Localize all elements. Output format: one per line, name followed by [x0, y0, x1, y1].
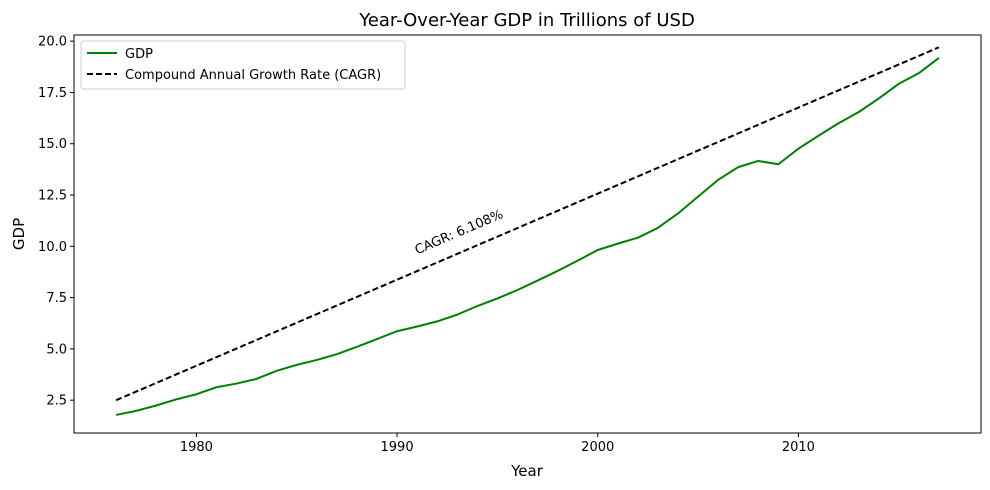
x-tick-label: 1990: [381, 440, 414, 455]
y-tick-label: 15.0: [38, 137, 67, 152]
cagr-annotation: CAGR: 6.108%: [413, 207, 506, 258]
x-tick-label: 2010: [782, 440, 815, 455]
y-tick-label: 2.5: [46, 394, 67, 409]
x-axis-ticks: 1980 1990 2000 2010: [180, 433, 815, 455]
gdp-line: [115, 57, 940, 416]
y-tick-label: 10.0: [38, 240, 67, 255]
y-tick-label: 5.0: [46, 342, 67, 357]
y-tick-label: 12.5: [38, 189, 67, 204]
y-tick-label: 20.0: [38, 35, 67, 50]
x-tick-label: 1980: [180, 440, 213, 455]
y-tick-label: 7.5: [46, 291, 67, 306]
legend-gdp-label: GDP: [125, 47, 153, 62]
y-axis-label: GDP: [10, 218, 28, 250]
y-axis-ticks: 2.5 5.0 7.5 10.0 12.5 15.0 17.5 20.0: [38, 35, 74, 409]
x-tick-label: 2000: [581, 440, 614, 455]
legend-cagr-label: Compound Annual Growth Rate (CAGR): [125, 68, 381, 83]
plot-frame: [73, 34, 982, 434]
y-tick-label: 17.5: [38, 86, 67, 101]
legend-box: [80, 40, 406, 90]
chart-title: Year-Over-Year GDP in Trillions of USD: [358, 10, 695, 31]
x-axis-label: Year: [510, 462, 544, 480]
legend: GDP Compound Annual Growth Rate (CAGR): [80, 40, 406, 90]
cagr-line: [115, 46, 940, 402]
chart-lines: [115, 46, 940, 416]
